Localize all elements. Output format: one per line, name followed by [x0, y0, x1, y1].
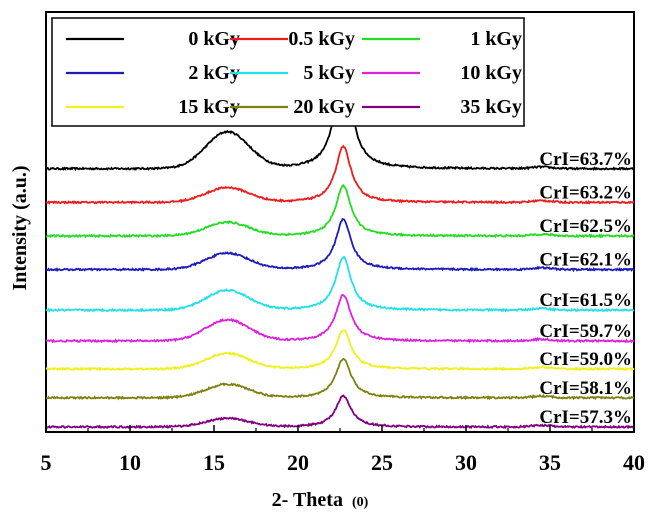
cri-label-0: CrI=63.7%	[539, 149, 632, 170]
series-layer	[45, 55, 635, 430]
x-tick-label-5: 30	[455, 450, 477, 475]
legend-label-4: 5 kGy	[303, 62, 355, 84]
cri-label-6: CrI=59.0%	[539, 349, 632, 370]
x-axis-title: 2- Theta (0)	[272, 489, 369, 511]
x-tick-label-2: 15	[203, 450, 225, 475]
cri-label-8: CrI=57.3%	[539, 407, 632, 428]
series-line-7	[45, 357, 635, 401]
crystallinity-annotations: CrI=63.7% CrI=63.2% CrI=62.5% CrI=62.1% CrI=…	[539, 149, 632, 428]
legend-label-2: 1 kGy	[470, 28, 522, 50]
series-line-2	[45, 184, 635, 239]
legend-label-5: 10 kGy	[460, 62, 522, 84]
cri-label-1: CrI=63.2%	[539, 182, 632, 203]
legend-label-1: 0.5 kGy	[288, 28, 355, 50]
cri-label-3: CrI=62.1%	[539, 250, 632, 271]
x-axis-unit: (0)	[352, 495, 369, 510]
x-tick-label-3: 20	[287, 450, 309, 475]
x-axis: 5 10 15 20 25 30 35 40	[41, 425, 645, 475]
cri-label-2: CrI=62.5%	[539, 216, 632, 237]
x-tick-label-0: 5	[41, 450, 52, 475]
x-tick-label-1: 10	[119, 450, 141, 475]
x-tick-label-7: 40	[623, 450, 645, 475]
cri-label-5: CrI=59.7%	[539, 321, 632, 342]
cri-label-7: CrI=58.1%	[539, 378, 632, 399]
x-tick-label-4: 25	[371, 450, 393, 475]
series-line-1	[45, 144, 635, 205]
y-axis-title: Intensity (a.u.)	[9, 165, 31, 290]
legend-label-3: 2 kGy	[188, 62, 240, 84]
x-axis-title-text: 2- Theta	[272, 489, 343, 511]
legend-label-8: 35 kGy	[460, 96, 522, 118]
series-line-5	[45, 293, 635, 344]
series-line-6	[45, 329, 635, 372]
series-line-3	[45, 217, 635, 273]
series-line-8	[45, 394, 635, 430]
cri-label-4: CrI=61.5%	[539, 290, 632, 311]
legend-label-6: 15 kGy	[178, 96, 240, 118]
legend-label-0: 0 kGy	[188, 28, 240, 50]
series-line-4	[45, 255, 635, 313]
x-tick-label-6: 35	[539, 450, 561, 475]
legend: 0 kGy 0.5 kGy 1 kGy 2 kGy 5 kGy 10 kGy 15 kGy 2…	[51, 17, 525, 127]
legend-label-7: 20 kGy	[293, 96, 355, 118]
